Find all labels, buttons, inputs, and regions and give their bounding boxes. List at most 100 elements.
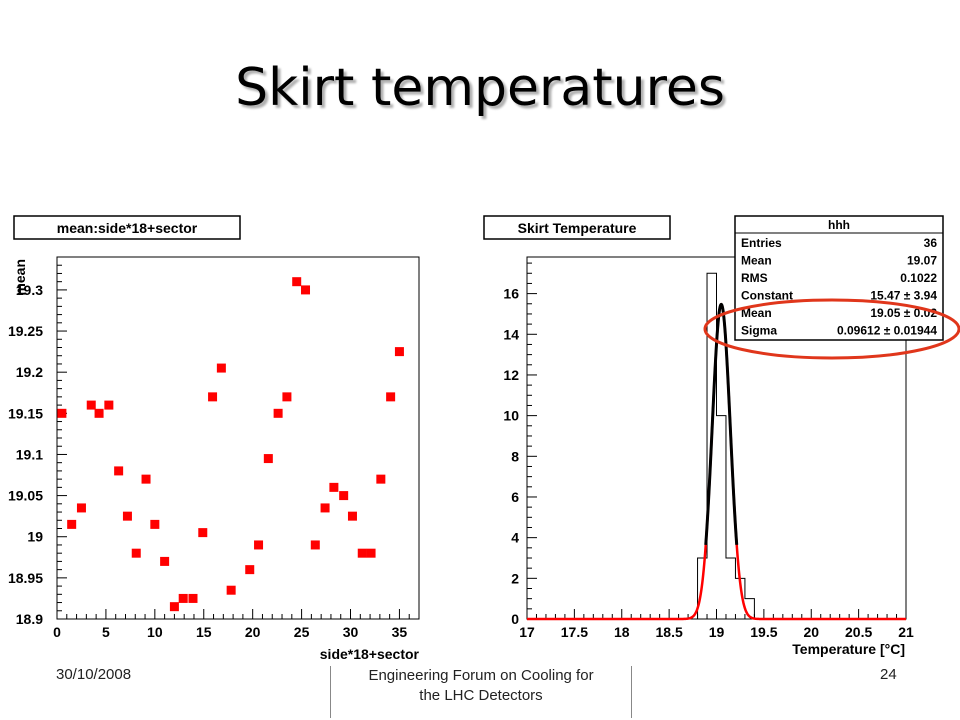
right-y-tick-label: 10 [503, 408, 519, 424]
left-y-tick-label: 18.9 [16, 611, 43, 627]
right-x-tick-label: 21 [898, 624, 914, 640]
data-point [122, 511, 132, 521]
left-y-tick-label: 19.1 [16, 446, 43, 462]
right-x-tick-label: 18.5 [656, 624, 683, 640]
left-x-tick-label: 35 [392, 624, 408, 640]
right-y-tick-label: 14 [503, 326, 519, 342]
footer-page-number: 24 [880, 666, 897, 683]
data-point [57, 408, 67, 418]
fit-parameters-highlight-ellipse [703, 298, 960, 360]
data-point [301, 285, 311, 295]
data-point [310, 540, 320, 550]
data-point [178, 593, 188, 603]
left-x-tick-label: 5 [102, 624, 110, 640]
stats-row-label: Sigma [741, 324, 777, 338]
left-plot-frame [56, 256, 420, 620]
right-chart-title-box [483, 215, 671, 240]
left-x-tick-label: 0 [53, 624, 61, 640]
left-y-tick-label: 19.15 [8, 405, 43, 421]
data-point [188, 593, 198, 603]
footer-event-name: Engineering Forum on Cooling for the LHC… [330, 666, 632, 718]
footer-event-line-1: Engineering Forum on Cooling for [368, 667, 594, 684]
data-point [376, 474, 386, 484]
right-x-tick-label: 18 [614, 624, 630, 640]
left-x-tick-label: 15 [196, 624, 212, 640]
stats-row-label: Constant [741, 289, 793, 303]
right-y-tick-label: 8 [511, 448, 519, 464]
data-point [114, 466, 124, 476]
data-point [386, 392, 396, 402]
right-x-tick-label: 20.5 [845, 624, 872, 640]
right-y-tick-label: 6 [511, 489, 519, 505]
data-point [273, 408, 283, 418]
right-y-tick-label: 2 [511, 570, 519, 586]
left-chart-title: mean:side*18+sector [57, 220, 198, 236]
stats-row-value: 0.1022 [900, 271, 937, 285]
data-point [76, 503, 86, 513]
data-point [357, 548, 367, 558]
right-chart-title: Skirt Temperature [518, 220, 637, 236]
left-chart-title-box [13, 215, 241, 240]
data-point [366, 548, 376, 558]
gaussian-fit-curve-core [704, 302, 739, 545]
data-point [104, 400, 114, 410]
right-y-tick-label: 12 [503, 367, 519, 383]
stats-row-value: 0.09612 ± 0.01944 [837, 324, 937, 338]
stats-box-name: hhh [828, 218, 850, 232]
data-point [141, 474, 151, 484]
stats-row-label: Entries [741, 236, 782, 250]
right-x-tick-label: 20 [803, 624, 819, 640]
right-y-tick-label: 0 [511, 611, 519, 627]
data-point [254, 540, 264, 550]
data-point [282, 392, 292, 402]
left-y-tick-label: 19.2 [16, 364, 43, 380]
right-x-tick-label: 17.5 [561, 624, 588, 640]
stats-row-value: 15.47 ± 3.94 [870, 289, 937, 303]
data-point [169, 602, 179, 612]
data-point [160, 556, 170, 566]
stats-row-value: 19.07 [907, 254, 937, 268]
right-x-tick-label: 17 [519, 624, 535, 640]
data-point [263, 454, 273, 464]
data-point [67, 519, 77, 529]
data-point [347, 511, 357, 521]
left-y-tick-label: 19.05 [8, 488, 43, 504]
left-y-tick-label: 19 [27, 529, 43, 545]
data-point [245, 565, 255, 575]
left-x-tick-label: 10 [147, 624, 163, 640]
data-point [320, 503, 330, 513]
left-y-tick-label: 19.25 [8, 323, 43, 339]
stats-box: hhh Entries 36 Mean 19.07 RMS 0.1022 Constant 1… [734, 215, 944, 341]
right-x-tick-label: 19.5 [750, 624, 777, 640]
footer-date: 30/10/2008 [56, 666, 132, 683]
left-y-tick-label: 18.95 [8, 570, 43, 586]
left-x-axis-label: side*18+sector [320, 646, 420, 662]
right-y-tick-label: 4 [511, 530, 519, 546]
right-y-tick-label: 16 [503, 286, 519, 302]
stats-row-label: RMS [741, 271, 768, 285]
stats-row-label: Mean [741, 254, 772, 268]
left-y-tick-label: 19.3 [16, 282, 43, 298]
data-point [216, 363, 226, 373]
data-point [208, 392, 218, 402]
right-x-axis-label: Temperature [°C] [792, 641, 905, 657]
data-point [198, 528, 208, 538]
data-point [292, 277, 302, 287]
data-point [86, 400, 96, 410]
stats-row-value: 19.05 ± 0.02 [870, 306, 937, 320]
footer-event-line-2: the LHC Detectors [419, 687, 543, 704]
stats-row-label: Mean [741, 306, 772, 320]
left-x-tick-label: 25 [294, 624, 310, 640]
data-point [94, 408, 104, 418]
left-x-tick-label: 20 [245, 624, 261, 640]
left-x-tick-label: 30 [343, 624, 359, 640]
data-point [226, 585, 236, 595]
data-point [150, 519, 160, 529]
left-y-axis-label: mean [12, 259, 28, 296]
right-x-tick-label: 19 [709, 624, 725, 640]
data-point [329, 482, 339, 492]
data-point [339, 491, 349, 501]
data-point [394, 347, 404, 357]
data-point [131, 548, 141, 558]
